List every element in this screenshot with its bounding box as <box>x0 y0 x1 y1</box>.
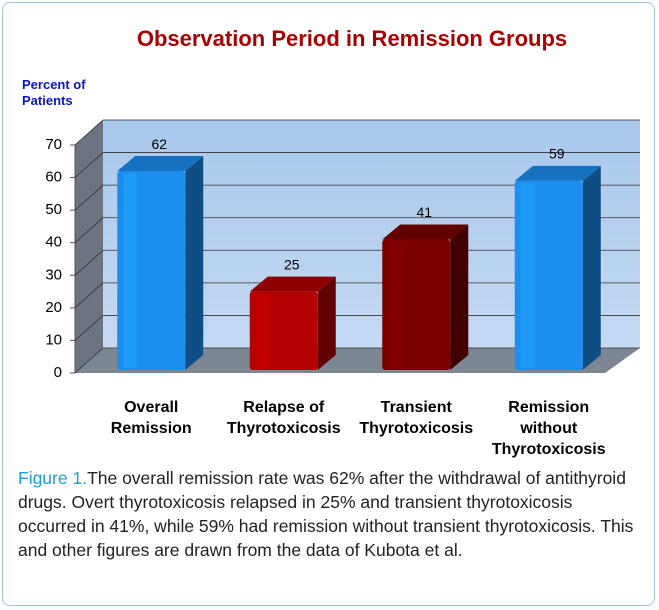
x-tick-label: Remission without Thyrotoxicosis <box>492 399 606 458</box>
value-label: 59 <box>549 146 565 162</box>
bar <box>249 291 318 370</box>
x-tick-label: Transient Thyrotoxicosis <box>359 399 473 437</box>
y-tick-label: 20 <box>45 299 62 316</box>
caption: Figure 1.The overall remission rate was … <box>18 466 643 562</box>
bar-top <box>117 156 204 172</box>
bar-highlight <box>520 182 535 368</box>
y-axis-label: Percent of Patients <box>22 77 86 108</box>
x-tick-label: Overall Remission <box>111 399 192 437</box>
bar-highlight <box>123 173 138 368</box>
y-tick-label: 0 <box>54 364 62 381</box>
bar-top <box>249 276 336 292</box>
bar-side <box>317 276 336 370</box>
back-wall <box>103 120 640 348</box>
y-tick-label: 40 <box>45 234 62 251</box>
grid-line <box>74 184 104 211</box>
x-tick-label: Relapse of Thyrotoxicosis <box>227 399 341 437</box>
y-tick-label: 30 <box>45 266 62 283</box>
bar-side <box>450 224 469 370</box>
grid-line <box>74 315 104 341</box>
grid-line <box>74 217 104 244</box>
y-tick-label: 70 <box>45 136 62 153</box>
y-tick-label: 60 <box>45 169 62 186</box>
bar-top <box>514 165 601 181</box>
grid-line <box>74 152 104 178</box>
bar-side <box>582 165 601 370</box>
grid-line <box>74 347 104 374</box>
bar-highlight <box>255 293 270 368</box>
caption-label: Figure 1. <box>18 468 88 488</box>
value-label: 25 <box>284 256 300 272</box>
bar <box>382 239 451 370</box>
side-wall <box>75 120 103 373</box>
floor <box>75 348 640 373</box>
grid-line <box>74 282 104 309</box>
chart-title: Observation Period in Remission Groups <box>137 26 567 51</box>
bar-highlight <box>388 241 403 368</box>
bar <box>117 171 186 370</box>
bar-side <box>185 156 204 370</box>
chart: Observation Period in Remission Groups P… <box>22 26 640 458</box>
caption-text: The overall remission rate was 62% after… <box>18 468 634 560</box>
grid-line <box>74 249 104 276</box>
y-tick-label: 10 <box>45 331 62 348</box>
value-label: 62 <box>151 136 167 152</box>
y-tick-label: 50 <box>45 201 62 218</box>
grid-line <box>74 119 104 146</box>
value-label: 41 <box>416 204 432 220</box>
bar-top <box>382 224 469 240</box>
bar <box>514 180 583 370</box>
